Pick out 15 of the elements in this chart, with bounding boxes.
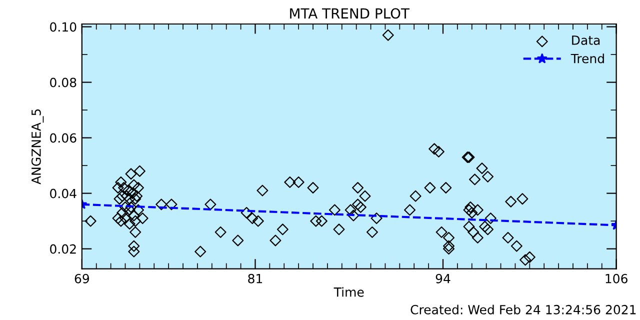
x-tick-label: 94 (436, 274, 450, 284)
y-tick-label: 0.10 (50, 22, 76, 32)
x-axis-title: Time (334, 287, 364, 297)
legend-label: Data (572, 36, 600, 45)
text: Created: Wed Feb 24 13:24:56 2021 (410, 304, 636, 314)
y-tick-label: 0.02 (50, 244, 76, 254)
x-tick-label: 106 (606, 274, 628, 284)
chart-title: MTA TREND PLOT (290, 8, 410, 19)
y-tick-label: 0.08 (50, 78, 76, 88)
y-tick-label: 0.04 (50, 188, 76, 198)
x-tick-label: 69 (74, 274, 89, 284)
y-tick-label: 0.06 (50, 133, 76, 143)
x-tick-label: 81 (248, 274, 262, 284)
legend-label: Trend (570, 54, 604, 64)
y-axis-title: ANGZNEA_5 (31, 109, 44, 184)
